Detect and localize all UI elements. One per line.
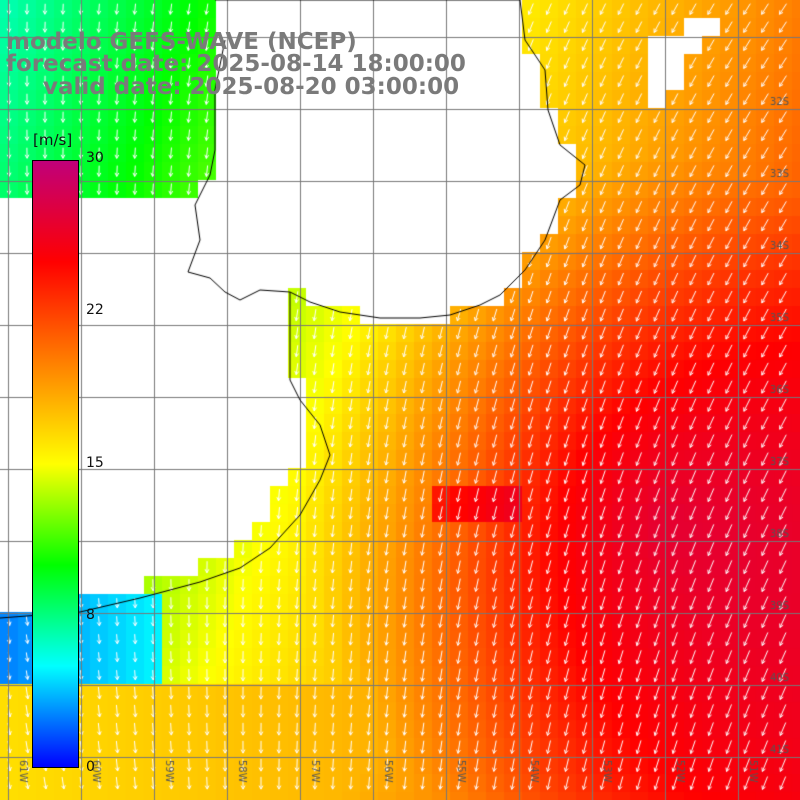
- colorbar-tick-22: 22: [86, 302, 104, 318]
- colorbar-tick-30: 30: [86, 150, 104, 166]
- model-title: modelo GEFS-WAVE (NCEP): [6, 29, 357, 55]
- colorbar-tick-0: 0: [86, 759, 95, 775]
- forecast-date: forecast date: 2025-08-14 18:00:00: [6, 51, 466, 77]
- colorbar-tick-8: 8: [86, 607, 95, 623]
- colorbar-tick-15: 15: [86, 455, 104, 471]
- valid-date: valid date: 2025-08-20 03:00:00: [43, 74, 460, 100]
- colorbar-unit: [m/s]: [33, 131, 73, 149]
- colorbar: [32, 160, 79, 768]
